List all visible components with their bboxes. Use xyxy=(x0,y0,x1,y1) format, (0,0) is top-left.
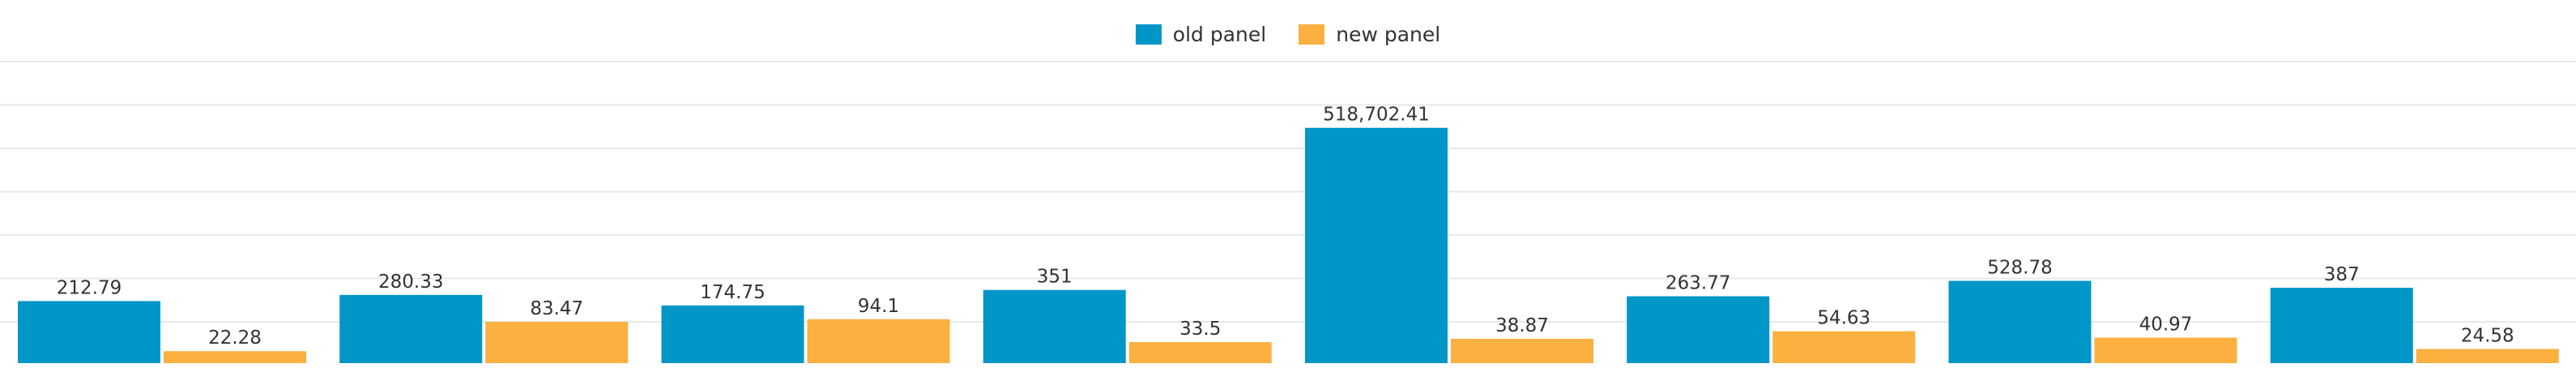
data-label-new-panel-7: 40.97 xyxy=(2139,315,2193,336)
bar-old-panel-1[interactable] xyxy=(18,301,160,363)
bar-new-panel-6[interactable] xyxy=(1772,331,1916,363)
data-label-new-panel-1: 22.28 xyxy=(208,327,262,349)
bar-old-panel-6[interactable] xyxy=(1627,296,1770,363)
bar-old-panel-7[interactable] xyxy=(1948,280,2092,363)
legend-item-new-panel[interactable]: new panel xyxy=(1299,23,1440,46)
data-label-old-panel-2: 280.33 xyxy=(378,272,443,293)
data-label-new-panel-6: 54.63 xyxy=(1817,308,1870,329)
bar-old-panel-2[interactable] xyxy=(339,294,483,363)
data-label-old-panel-5: 518,702.41 xyxy=(1323,105,1430,126)
bar-new-panel-8[interactable] xyxy=(2416,349,2559,363)
bar-new-panel-3[interactable] xyxy=(807,319,950,363)
bar-new-panel-5[interactable] xyxy=(1451,338,1593,363)
bar-new-panel-4[interactable] xyxy=(1128,342,1272,363)
data-label-old-panel-3: 174.75 xyxy=(700,282,765,303)
legend: old panel new panel xyxy=(0,23,2576,46)
bar-old-panel-5[interactable] xyxy=(1305,127,1448,363)
bar-new-panel-2[interactable] xyxy=(485,322,629,363)
bar-new-panel-1[interactable] xyxy=(164,351,306,363)
bar-old-panel-4[interactable] xyxy=(983,289,1126,363)
data-label-old-panel-8: 387 xyxy=(2324,264,2360,285)
data-label-old-panel-7: 528.78 xyxy=(1987,257,2052,278)
legend-label-new-panel: new panel xyxy=(1336,23,1441,46)
data-label-new-panel-8: 24.58 xyxy=(2461,326,2514,347)
legend-label-old-panel: old panel xyxy=(1172,23,1267,46)
data-label-new-panel-4: 33.5 xyxy=(1179,319,1221,340)
data-label-old-panel-4: 351 xyxy=(1037,267,1073,288)
data-label-new-panel-3: 94.1 xyxy=(858,296,899,317)
legend-swatch-old-panel xyxy=(1135,24,1162,45)
bar-old-panel-8[interactable] xyxy=(2270,288,2413,363)
data-label-new-panel-5: 38.87 xyxy=(1495,315,1549,336)
legend-item-old-panel[interactable]: old panel xyxy=(1135,23,1267,46)
data-label-old-panel-6: 263.77 xyxy=(1665,273,1730,294)
legend-swatch-new-panel xyxy=(1299,24,1325,45)
data-label-new-panel-2: 83.47 xyxy=(530,298,583,319)
bar-old-panel-3[interactable] xyxy=(661,305,804,363)
data-label-old-panel-1: 212.79 xyxy=(57,277,122,298)
bar-new-panel-7[interactable] xyxy=(2094,337,2237,363)
